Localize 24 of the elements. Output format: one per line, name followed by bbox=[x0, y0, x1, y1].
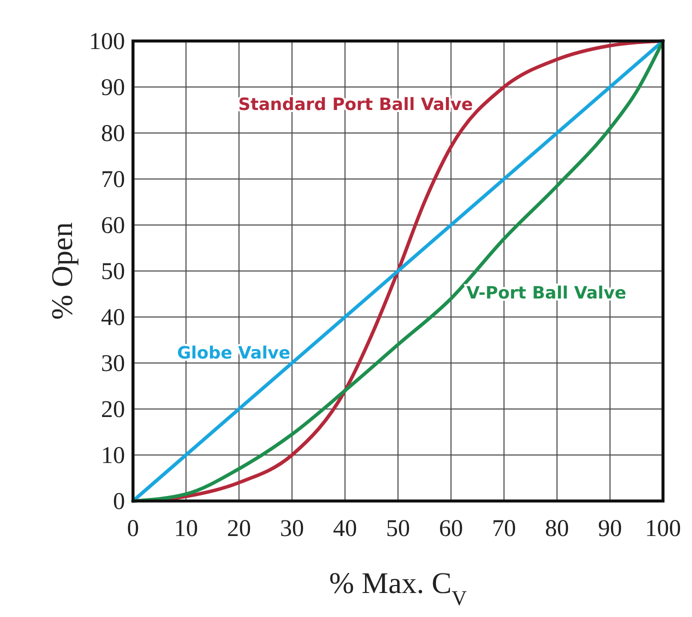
y-axis-title: % Open bbox=[46, 222, 79, 320]
x-tick-label: 70 bbox=[492, 516, 516, 542]
y-tick-label: 50 bbox=[101, 259, 125, 285]
y-tick-label: 30 bbox=[101, 351, 125, 377]
x-tick-label: 80 bbox=[545, 516, 569, 542]
x-tick-label: 20 bbox=[227, 516, 251, 542]
y-tick-label: 20 bbox=[101, 397, 125, 423]
x-tick-label: 90 bbox=[598, 516, 622, 542]
x-axis-title: % Max. C$_{V}$ bbox=[329, 567, 467, 610]
y-tick-label: 40 bbox=[101, 305, 125, 331]
y-tick-label: 80 bbox=[101, 121, 125, 147]
y-tick-label: 0 bbox=[113, 489, 125, 515]
x-tick-label: 100 bbox=[645, 516, 681, 542]
y-tick-label: 90 bbox=[101, 75, 125, 101]
x-tick-label: 10 bbox=[174, 516, 198, 542]
x-tick-label: 30 bbox=[280, 516, 304, 542]
line-series bbox=[131, 39, 665, 503]
x-tick-label: 40 bbox=[333, 516, 357, 542]
y-tick-label: 70 bbox=[101, 167, 125, 193]
x-tick-label: 60 bbox=[439, 516, 463, 542]
x-tick-label: 50 bbox=[386, 516, 410, 542]
y-tick-label: 60 bbox=[101, 213, 125, 239]
y-tick-label: 100 bbox=[89, 29, 125, 55]
y-tick-label: 10 bbox=[101, 443, 125, 469]
